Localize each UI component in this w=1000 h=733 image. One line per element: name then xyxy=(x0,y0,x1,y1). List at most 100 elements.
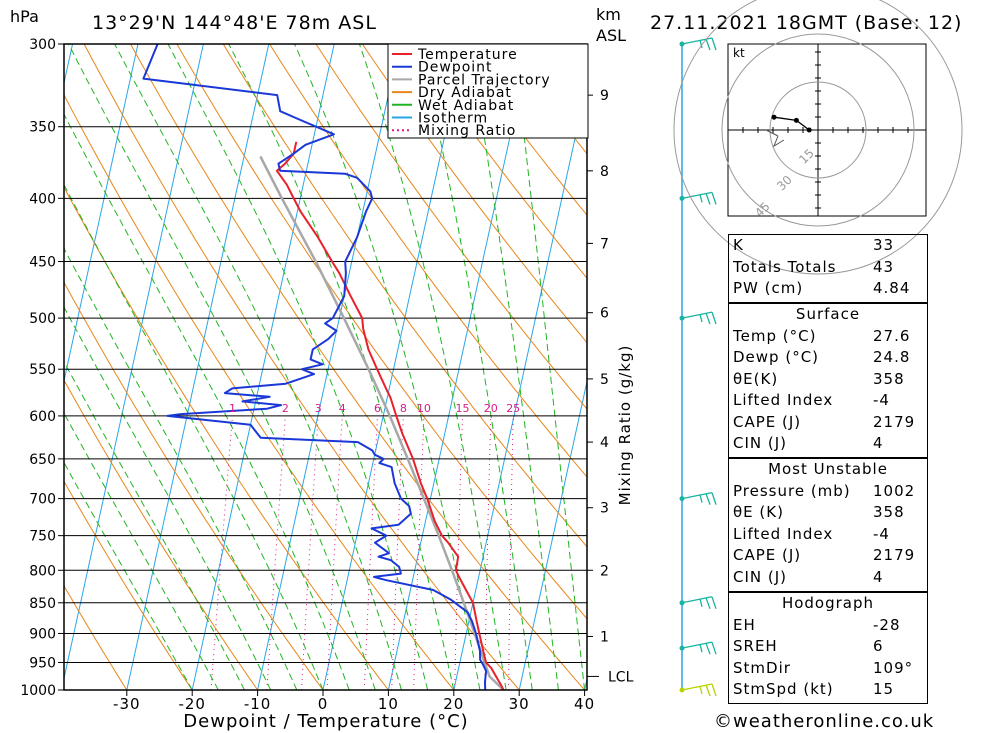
pressure-unit-label: hPa xyxy=(10,7,39,26)
plot-frame xyxy=(63,43,588,691)
mixing-ratio-label: 6 xyxy=(374,402,381,415)
dry-adiabat-line xyxy=(408,44,587,279)
x-tick-label: 30 xyxy=(509,695,530,713)
height-label: 5 xyxy=(600,372,609,388)
pressure-label: 650 xyxy=(29,452,56,468)
isotherm-line xyxy=(126,44,270,690)
legend-label: Dry Adiabat xyxy=(418,85,512,101)
surface-cape-value: 2179 xyxy=(873,412,916,431)
height-label: 6 xyxy=(600,306,609,322)
dry-adiabat-line xyxy=(83,44,520,690)
mixing-ratio-label: 2 xyxy=(282,402,289,415)
mixing-ratio-label: 8 xyxy=(400,402,407,415)
dry-adiabat-line xyxy=(315,44,587,410)
mixing-ratio-label: 20 xyxy=(484,402,498,415)
pw-label: PW (cm) xyxy=(733,279,804,297)
pressure-label: 800 xyxy=(29,563,56,579)
datetime-title: 27.11.2021 18GMT (Base: 12) xyxy=(650,12,962,34)
x-tick-label: 0 xyxy=(318,695,329,713)
mixing-ratio-label: 4 xyxy=(339,402,346,415)
surface-thetae-value: 358 xyxy=(873,369,905,388)
wet-adiabat-line xyxy=(228,44,455,690)
dry-adiabat-line xyxy=(64,379,259,690)
height-label: 7 xyxy=(600,236,609,252)
general-indices-table: K 33 Totals Totals 43 PW (cm) 4.84 xyxy=(729,235,914,300)
pressure-label: 450 xyxy=(29,255,56,271)
height-unit-km: km xyxy=(596,5,621,24)
pressure-label: 850 xyxy=(29,596,56,612)
mixing-ratio-line xyxy=(301,415,319,690)
mu-thetae-value: 358 xyxy=(873,503,905,521)
hodograph-ring xyxy=(673,0,963,275)
wind-barb xyxy=(681,683,717,697)
mu-cin-label: CIN (J) xyxy=(733,567,788,586)
mixing-ratio-line xyxy=(326,415,343,690)
k-label: K xyxy=(733,236,744,254)
stmspd-label: StmSpd (kt) xyxy=(733,680,834,698)
hodograph-indices-table: Hodograph EH -28 SREH 6 StmDir 109° StmSpd … xyxy=(729,593,927,701)
x-tick-label: 40 xyxy=(574,695,595,713)
height-label: 9 xyxy=(600,88,609,104)
profiles xyxy=(142,44,505,690)
wind-barb xyxy=(681,37,717,51)
eh-label: EH xyxy=(733,615,756,634)
isotherm-line xyxy=(191,44,335,690)
surface-cin-value: 4 xyxy=(873,434,884,452)
surface-li-value: -4 xyxy=(873,391,890,409)
isotherm-line xyxy=(518,379,587,690)
copyright-link[interactable]: ©weatheronline.co.uk xyxy=(714,711,935,732)
surface-cape-label: CAPE (J) xyxy=(733,412,802,431)
mu-pressure-value: 1002 xyxy=(873,481,916,500)
dry-adiabat-line xyxy=(64,93,455,690)
dry-adiabat-line xyxy=(64,281,324,690)
legend-label: Wet Adiabat xyxy=(418,98,514,114)
x-tick-label: 10 xyxy=(378,695,399,713)
mixing-ratio-label: 1 xyxy=(229,402,236,415)
surface-cin-label: CIN (J) xyxy=(733,434,788,452)
surface-dewp-value: 24.8 xyxy=(873,348,911,366)
mixing-ratio-line xyxy=(266,415,286,690)
isotherm-line xyxy=(584,676,587,690)
surface-temp-value: 27.6 xyxy=(873,326,911,345)
location-title: 13°29'N 144°48'E 78m ASL xyxy=(92,12,377,34)
most-unstable-title: Most Unstable xyxy=(768,460,888,478)
wet-adiabat-line xyxy=(64,113,350,690)
pressure-label: 700 xyxy=(29,492,56,508)
pressure-label: 750 xyxy=(29,529,56,545)
mixing-ratio-label: 3 xyxy=(315,402,322,415)
pressure-label: 900 xyxy=(29,626,56,642)
x-tick-label: -20 xyxy=(178,695,206,713)
wet-adiabat-line xyxy=(114,44,402,690)
height-label: 2 xyxy=(600,563,609,579)
mu-cape-label: CAPE (J) xyxy=(733,546,802,564)
pw-value: 4.84 xyxy=(873,279,911,297)
legend-label: Isotherm xyxy=(418,111,488,127)
mu-li-value: -4 xyxy=(873,524,890,543)
wind-profile xyxy=(679,37,717,697)
hodograph-point xyxy=(806,127,812,133)
wind-barb xyxy=(681,596,717,610)
wet-adiabat-line xyxy=(468,44,559,690)
pressure-label: 1000 xyxy=(20,683,56,699)
hodograph-ring xyxy=(769,81,867,179)
dry-adiabat-line xyxy=(64,480,193,690)
surface-box: Surface Temp (°C) 27.6 Dewp (°C) 24.8 θE(K… xyxy=(728,303,928,458)
isotherm-line xyxy=(64,44,204,681)
height-label: 1 xyxy=(600,629,609,645)
pressure-label: 550 xyxy=(29,362,56,378)
stmdir-label: StmDir xyxy=(733,658,791,677)
parcel-trajectory-line xyxy=(259,155,505,690)
mu-cin-value: 4 xyxy=(873,567,884,586)
wind-barb xyxy=(681,311,717,325)
wind-barb xyxy=(681,191,717,205)
surface-thetae-label: θE(K) xyxy=(733,369,779,388)
dry-adiabat-line xyxy=(361,44,587,344)
surface-li-label: Lifted Index xyxy=(733,391,834,409)
hodograph-ring xyxy=(721,33,915,227)
isobars xyxy=(64,43,587,691)
isotherm-line xyxy=(453,81,587,690)
legend-label: Parcel Trajectory xyxy=(418,72,551,88)
